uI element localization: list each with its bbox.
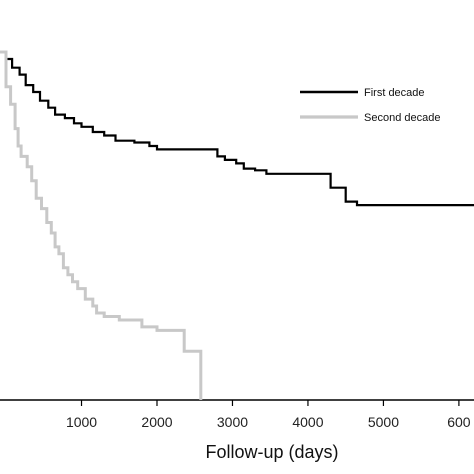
x-tick-label: 600 [447,414,471,430]
x-tick-label: 1000 [66,414,97,430]
series-line-first-decade [0,50,474,207]
x-tick-label: 3000 [217,414,248,430]
legend-label: First decade [364,87,425,99]
x-tick-label: 5000 [368,414,399,430]
x-ticks: 1000 2000 3000 4000 5000 600 [66,400,471,430]
x-axis-title: Follow-up (days) [205,442,338,462]
x-tick-label: 4000 [292,414,323,430]
x-tick-label: 2000 [141,414,172,430]
legend-label: Second decade [364,112,440,124]
series-line-second-decade [0,50,203,400]
legend: First decade Second decade [300,87,440,124]
series-layer [0,50,474,400]
